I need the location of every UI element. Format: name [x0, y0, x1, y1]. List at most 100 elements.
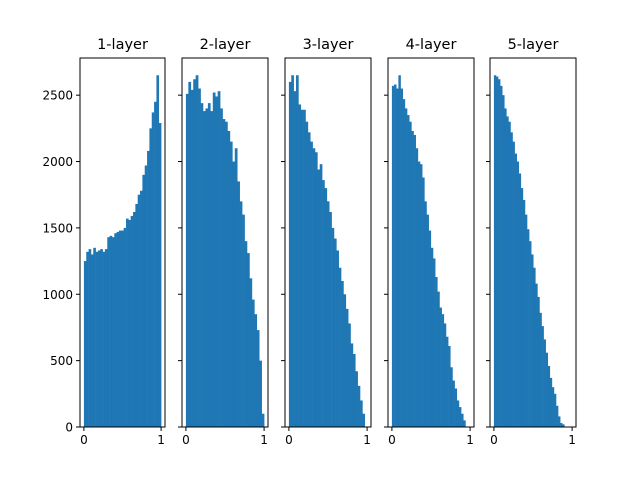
- histogram-bar: [137, 194, 141, 427]
- histogram-bar: [300, 109, 304, 428]
- histogram-bar: [553, 393, 557, 427]
- histogram-bar: [394, 84, 397, 428]
- histogram-bar: [560, 423, 563, 427]
- histogram-bar: [391, 85, 395, 428]
- histogram-bar: [458, 407, 462, 427]
- histogram-bar: [185, 93, 189, 427]
- histogram-bar: [396, 88, 399, 427]
- histogram-bar: [156, 75, 160, 427]
- histogram-bar: [426, 214, 429, 427]
- histogram-bar: [450, 367, 453, 427]
- histogram-bar: [529, 241, 532, 427]
- histogram-bar: [331, 227, 335, 427]
- histogram-bar: [360, 400, 363, 427]
- histogram-bar: [207, 103, 211, 428]
- histogram-bar: [288, 81, 292, 427]
- histogram-bar: [237, 181, 240, 427]
- histogram-bar: [88, 249, 92, 427]
- histogram-bar: [151, 112, 155, 427]
- histogram-bar: [188, 81, 192, 427]
- histogram-bar: [439, 307, 442, 427]
- histogram-bar: [502, 95, 505, 427]
- histogram-bar: [326, 201, 330, 427]
- histogram-bar: [249, 278, 253, 427]
- histogram-bar: [203, 111, 206, 427]
- histogram-bar: [558, 416, 561, 427]
- histogram-bar: [116, 231, 120, 427]
- histogram-bar: [333, 238, 337, 427]
- histogram-bar: [83, 261, 87, 427]
- histogram-bar: [140, 190, 143, 427]
- histogram-bar: [97, 250, 101, 427]
- histogram-bar: [227, 131, 231, 427]
- y-tick-label: 1500: [42, 221, 73, 235]
- subplot-title: 4-layer: [406, 37, 457, 53]
- x-tick-label: 0: [80, 433, 88, 447]
- histogram-bar: [246, 253, 250, 427]
- axes-frame: [387, 57, 475, 428]
- histogram-bar: [357, 385, 361, 427]
- y-tick-label: 1000: [42, 288, 73, 302]
- histogram-bar: [435, 277, 438, 427]
- histogram-bar: [420, 164, 423, 427]
- histogram-bar: [195, 75, 199, 427]
- x-tick-label: 0: [182, 433, 190, 447]
- histogram-bar: [437, 291, 440, 427]
- histogram-bar: [107, 237, 110, 427]
- histogram-bar: [293, 91, 297, 427]
- histogram-bar: [424, 201, 427, 427]
- histogram-bar: [413, 134, 416, 428]
- histogram-bar: [338, 267, 342, 427]
- axes-frame: [284, 57, 372, 428]
- histogram-bar: [102, 251, 106, 427]
- histogram-bar: [229, 141, 233, 427]
- x-tick-label: 1: [260, 433, 268, 447]
- histogram-bar: [506, 116, 509, 427]
- histogram-bar: [514, 153, 517, 427]
- histogram-bar: [239, 201, 243, 427]
- histogram-bar: [498, 79, 501, 427]
- histogram-bar: [463, 420, 466, 427]
- histogram-bar: [409, 121, 412, 428]
- histogram-bar: [355, 371, 358, 427]
- subplot-4: 0 1 4-layer: [384, 37, 475, 447]
- histogram-bar: [543, 339, 546, 427]
- histogram-bar: [198, 88, 201, 427]
- histogram-bar: [319, 164, 323, 427]
- histogram-bar: [298, 104, 302, 427]
- histogram-bar: [535, 283, 538, 427]
- histogram-bar: [232, 161, 236, 427]
- histogram-bar: [545, 352, 549, 427]
- histogram-bar: [126, 218, 129, 427]
- histogram-bar: [303, 109, 306, 428]
- histogram-bar: [500, 85, 503, 428]
- histogram-bar: [200, 103, 204, 428]
- histogram-bar: [217, 91, 221, 427]
- histogram-bar: [111, 237, 115, 427]
- histogram-bar: [205, 108, 209, 428]
- subplot-title: 5-layer: [508, 37, 559, 53]
- histogram-bar: [531, 254, 534, 427]
- histogram-bar: [520, 188, 524, 427]
- histogram-bar: [495, 76, 499, 427]
- histogram-bar: [454, 388, 458, 427]
- histogram-bar: [158, 123, 162, 428]
- histogram-bar: [142, 174, 146, 427]
- histogram-bar: [417, 161, 421, 427]
- histogram-bar: [154, 101, 157, 427]
- histogram-bar: [422, 177, 425, 427]
- histogram-bar: [430, 247, 434, 427]
- histogram-bar: [400, 88, 404, 427]
- histogram-bar: [432, 258, 436, 427]
- histogram-bar: [345, 308, 349, 427]
- axes-frame: [181, 57, 269, 428]
- histogram-bar: [261, 413, 265, 427]
- histogram-bar: [133, 211, 136, 427]
- histogram-bar: [533, 267, 536, 427]
- histogram-bar: [259, 360, 262, 427]
- histogram-bar: [144, 165, 148, 427]
- histogram-bar: [524, 214, 528, 427]
- histogram-bar: [291, 75, 294, 427]
- histogram-bar: [407, 115, 410, 428]
- x-tick-label: 0: [388, 433, 396, 447]
